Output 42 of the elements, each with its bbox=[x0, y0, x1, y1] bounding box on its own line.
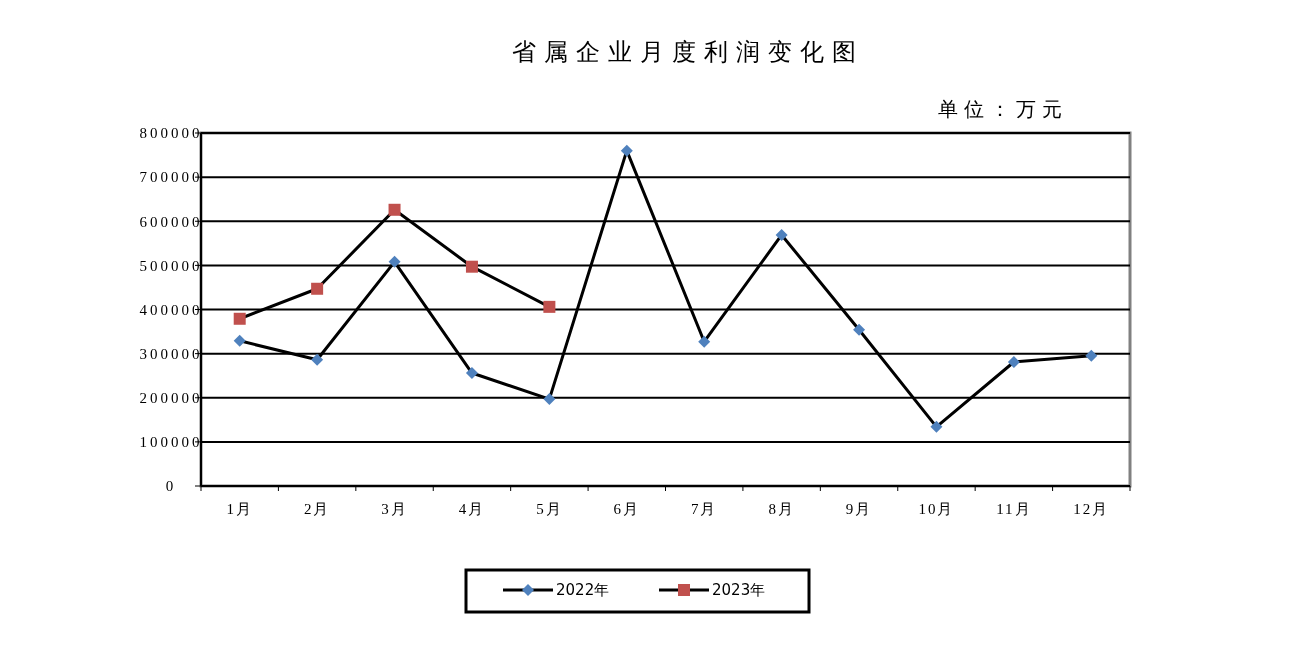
point bbox=[311, 282, 324, 295]
x-tick-label: 11月 bbox=[996, 501, 1032, 517]
point bbox=[233, 334, 246, 347]
point bbox=[543, 393, 556, 406]
point bbox=[930, 420, 943, 433]
y-tick-label: 600000 bbox=[139, 213, 203, 230]
x-tick-label: 6月 bbox=[613, 501, 641, 517]
x-tick-label: 7月 bbox=[690, 501, 718, 517]
point bbox=[233, 312, 246, 325]
x-tick-label: 8月 bbox=[768, 501, 795, 517]
point bbox=[853, 323, 866, 336]
y-tick-label: 200000 bbox=[139, 390, 203, 406]
y-tick-label: 0 bbox=[165, 478, 177, 495]
x-tick-label: 2月 bbox=[303, 501, 331, 517]
legend-label: 2022年 bbox=[556, 581, 610, 600]
x-tick-label: 3月 bbox=[381, 501, 408, 517]
point bbox=[620, 144, 633, 157]
y-tick-label: 500000 bbox=[139, 257, 203, 274]
text: 单位：万元 bbox=[938, 97, 1068, 121]
y-tick-label: 700000 bbox=[139, 169, 203, 186]
point bbox=[388, 255, 401, 268]
x-tick-label: 4月 bbox=[458, 501, 486, 517]
point bbox=[311, 353, 324, 366]
y-tick-label: 300000 bbox=[139, 345, 203, 362]
y-tick-label: 800000 bbox=[139, 125, 203, 142]
y-tick-label: 100000 bbox=[139, 434, 203, 451]
point bbox=[775, 228, 788, 241]
x-tick-label: 10月 bbox=[918, 501, 955, 517]
point bbox=[1007, 356, 1020, 369]
x-tick-label: 9月 bbox=[845, 501, 873, 517]
point bbox=[1085, 349, 1098, 362]
x-tick-label: 5月 bbox=[536, 501, 563, 517]
y-tick-label: 400000 bbox=[139, 301, 203, 318]
point bbox=[698, 335, 711, 348]
point bbox=[465, 260, 478, 273]
point bbox=[543, 300, 556, 313]
x-tick-label: 12月 bbox=[1073, 501, 1110, 517]
x-tick-label: 1月 bbox=[226, 501, 253, 517]
point bbox=[465, 367, 478, 380]
chart-title: 省属企业月度利润变化图 bbox=[512, 38, 864, 66]
point bbox=[388, 203, 401, 216]
legend-label: 2023年 bbox=[712, 581, 766, 600]
